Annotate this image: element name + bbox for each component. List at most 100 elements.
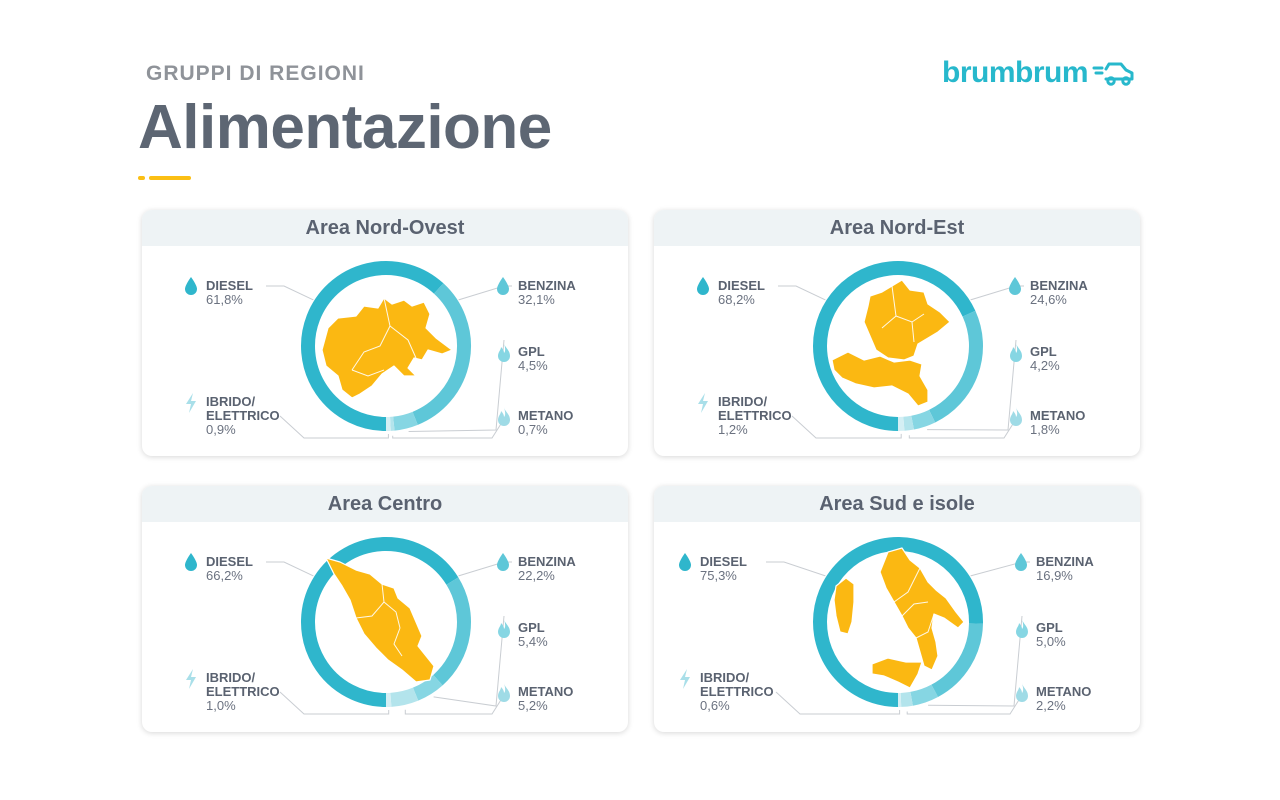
legend-name: BENZINA <box>518 278 576 293</box>
region-map <box>325 557 435 683</box>
leader-line-metano <box>906 691 1025 715</box>
legend-value: 1,0% <box>206 698 236 713</box>
legend-value: 5,0% <box>1036 634 1066 649</box>
donut-segment-metano <box>903 415 914 431</box>
logo-text: brumbrum <box>942 56 1089 89</box>
legend-value: 2,2% <box>1036 698 1066 713</box>
legend-name: DIESEL <box>700 554 747 569</box>
lightning-bolt-icon <box>184 668 198 695</box>
legend-label-gpl: GPL 4,2% <box>1030 345 1060 373</box>
fuel-drop-icon <box>496 552 510 577</box>
leader-line-ibrido <box>775 691 901 715</box>
legend-value: 4,2% <box>1030 358 1060 373</box>
legend-name: GPL <box>1036 620 1063 635</box>
donut-chart <box>266 261 512 439</box>
legend-value: 4,5% <box>518 358 548 373</box>
legend-name: DIESEL <box>206 278 253 293</box>
legend-name: ELETTRICO <box>700 684 774 699</box>
donut-segment-diesel <box>301 261 444 431</box>
leader-line-diesel <box>266 285 314 301</box>
gas-flame-icon <box>1014 682 1030 709</box>
legend-name: METANO <box>1036 684 1092 699</box>
donut-segment-gpl <box>911 409 936 430</box>
fuel-drop-icon <box>184 276 198 301</box>
donut-chart <box>766 537 1030 715</box>
legend-name: ELETTRICO <box>718 408 792 423</box>
legend-name: BENZINA <box>1030 278 1088 293</box>
legend-value: 75,3% <box>700 568 737 583</box>
page-title: Alimentazione <box>138 93 552 162</box>
card-title: Area Centro <box>142 486 628 522</box>
legend-label-ibrido: IBRIDO/ELETTRICO 1,2% <box>718 395 792 437</box>
leader-line-ibrido <box>279 415 389 439</box>
leader-line-ibrido <box>279 691 390 715</box>
legend-label-benzina: BENZINA 16,9% <box>1036 555 1094 583</box>
legend-name: IBRIDO/ <box>206 670 256 685</box>
card-title: Area Nord-Ovest <box>142 210 628 246</box>
card-title: Area Nord-Est <box>654 210 1140 246</box>
leader-line-gpl <box>928 615 1023 707</box>
lightning-bolt-icon <box>678 668 692 695</box>
legend-label-ibrido: IBRIDO/ELETTRICO 1,0% <box>206 671 280 713</box>
gas-flame-icon <box>496 342 512 369</box>
legend-name: ELETTRICO <box>206 684 280 699</box>
legend-label-diesel: DIESEL 61,8% <box>206 279 253 307</box>
lightning-bolt-icon <box>184 392 198 419</box>
donut-segment-metano <box>900 691 913 707</box>
legend-value: 24,6% <box>1030 292 1067 307</box>
legend-name: METANO <box>518 684 574 699</box>
leader-line-gpl <box>927 339 1017 431</box>
legend-name: DIESEL <box>718 278 765 293</box>
donut-chart <box>266 537 512 715</box>
card-title: Area Sud e isole <box>654 486 1140 522</box>
legend-label-gpl: GPL 4,5% <box>518 345 548 373</box>
fuel-drop-icon <box>496 276 510 301</box>
legend-label-metano: METANO 1,8% <box>1030 409 1085 437</box>
donut-segment-gpl <box>910 684 939 706</box>
fuel-drop-icon <box>1008 276 1022 301</box>
donut-segment-benzina <box>433 577 471 686</box>
card-sud-isole: Area Sud e isole DIESEL 75,3% BENZINA 16,9% G… <box>654 486 1140 732</box>
donut-segment-benzina <box>931 623 983 697</box>
car-icon <box>1092 62 1134 86</box>
legend-label-metano: METANO 0,7% <box>518 409 573 437</box>
fuel-drop-icon <box>678 552 692 577</box>
legend-label-ibrido: IBRIDO/ELETTRICO 0,9% <box>206 395 280 437</box>
lightning-bolt-icon <box>696 392 710 419</box>
region-map <box>831 279 951 407</box>
legend-label-gpl: GPL 5,4% <box>518 621 548 649</box>
fuel-drop-icon <box>184 552 198 577</box>
legend-value: 5,2% <box>518 698 548 713</box>
gas-flame-icon <box>496 406 512 433</box>
leader-line-metano <box>404 691 507 715</box>
donut-segment-benzina <box>412 283 471 425</box>
legend-name: IBRIDO/ <box>206 394 256 409</box>
page-kicker: GRUPPI DI REGIONI <box>146 62 365 85</box>
legend-value: 68,2% <box>718 292 755 307</box>
legend-value: 5,4% <box>518 634 548 649</box>
legend-name: ELETTRICO <box>206 408 280 423</box>
fuel-drop-icon <box>696 276 710 301</box>
legend-value: 1,8% <box>1030 422 1060 437</box>
donut-segment-gpl <box>412 674 443 701</box>
donut-segment-diesel <box>813 537 983 707</box>
legend-name: BENZINA <box>518 554 576 569</box>
leader-line-gpl <box>408 339 505 432</box>
legend-label-gpl: GPL 5,0% <box>1036 621 1066 649</box>
card-centro: Area Centro DIESEL 66,2% BENZINA 22,2% GPL 5,4… <box>142 486 628 732</box>
legend-value: 0,9% <box>206 422 236 437</box>
legend-value: 0,6% <box>700 698 730 713</box>
legend-name: GPL <box>518 620 545 635</box>
legend-value: 16,9% <box>1036 568 1073 583</box>
legend-value: 1,2% <box>718 422 748 437</box>
gas-flame-icon <box>1014 618 1030 645</box>
donut-segment-diesel <box>301 537 459 707</box>
leader-line-metano <box>392 415 507 439</box>
donut-segment-benzina <box>928 310 983 423</box>
legend-label-metano: METANO 2,2% <box>1036 685 1091 713</box>
leader-line-metano <box>908 415 1019 439</box>
card-nord-est: Area Nord-Est DIESEL 68,2% BENZINA 24,6% GPL 4… <box>654 210 1140 456</box>
legend-label-benzina: BENZINA 22,2% <box>518 555 576 583</box>
legend-value: 61,8% <box>206 292 243 307</box>
legend-name: GPL <box>518 344 545 359</box>
